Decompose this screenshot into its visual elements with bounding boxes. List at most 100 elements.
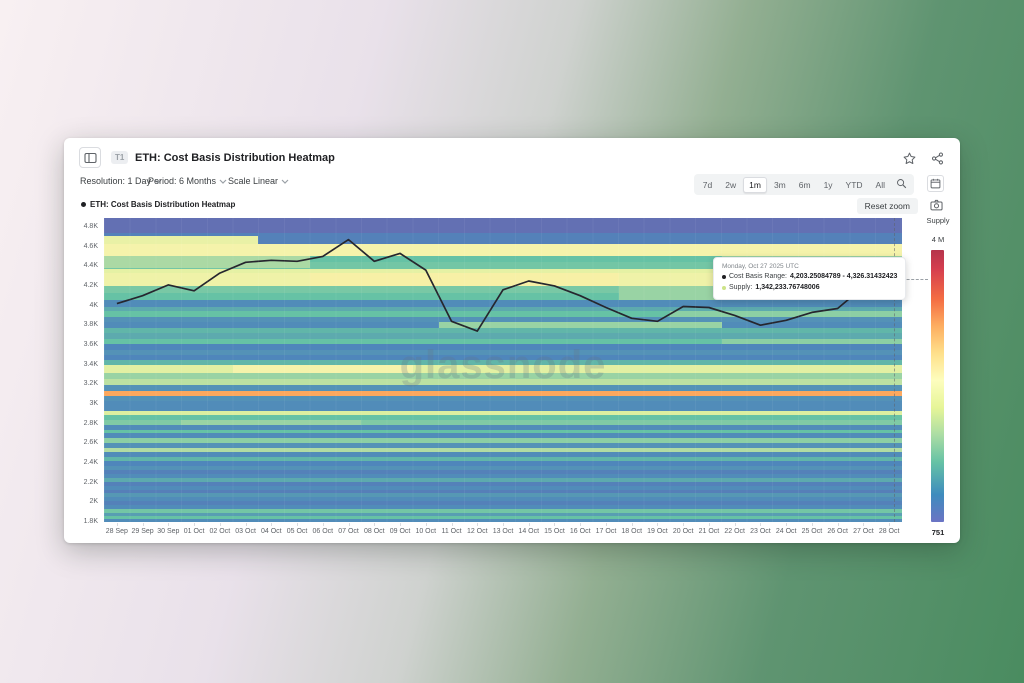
heatmap-row	[104, 405, 902, 411]
x-tick	[400, 523, 402, 526]
heatmap-row	[104, 343, 902, 350]
heatmap-row	[104, 349, 902, 355]
heatmap-row	[104, 419, 902, 425]
x-tick-label: 18 Oct	[621, 528, 643, 535]
x-tick	[837, 523, 839, 526]
y-tick-label: 2.4K	[83, 458, 98, 466]
heatmap-row	[104, 269, 902, 274]
y-tick-label: 1.8K	[83, 518, 98, 525]
range-button-1y[interactable]: 1y	[818, 177, 839, 193]
legend-dot-icon	[81, 202, 86, 207]
heatmap-row	[104, 509, 902, 514]
x-tick	[142, 523, 144, 526]
x-tick-label: 09 Oct	[389, 528, 411, 535]
heatmap-row	[104, 516, 902, 520]
x-axis: 28 Sep 29 Sep 30 Sep 01 Oct 02 Oct 03 Oct 04 O…	[104, 523, 902, 538]
heatmap-row	[104, 379, 902, 386]
legend-row: ETH: Cost Basis Distribution Heatmap Res…	[64, 198, 960, 214]
screenshot-button[interactable]	[929, 199, 943, 213]
range-button-all[interactable]: All	[870, 177, 891, 193]
hover-tooltip: Monday, Oct 27 2025 UTC Cost Basis Range…	[713, 257, 907, 300]
series-legend[interactable]: ETH: Cost Basis Distribution Heatmap	[81, 200, 235, 209]
zoom-select-button[interactable]	[892, 176, 911, 193]
heatmap-row	[104, 328, 902, 334]
heatmap-row	[104, 385, 902, 392]
favorite-button[interactable]	[900, 149, 918, 167]
share-icon	[931, 152, 943, 164]
heatmap-row	[104, 481, 902, 486]
heatmap-row	[104, 292, 902, 300]
range-button-6m[interactable]: 6m	[793, 177, 817, 193]
card-header: T1 ETH: Cost Basis Distribution Heatmap	[64, 138, 960, 172]
heatmap-row	[104, 497, 902, 502]
range-button-ytd[interactable]: YTD	[840, 177, 869, 193]
x-tick	[631, 523, 633, 526]
x-tick-label: 16 Oct	[569, 528, 591, 535]
x-tick	[503, 523, 504, 526]
heatmap-row	[104, 232, 902, 244]
y-tick-label: 3.4K	[83, 360, 98, 368]
heatmap-patch	[232, 364, 413, 374]
cost-basis-dot-icon	[722, 275, 726, 280]
heatmap-row	[104, 311, 902, 318]
range-button-3m[interactable]: 3m	[768, 177, 792, 193]
heatmap-row	[104, 256, 902, 263]
x-tick-label: 14 Oct	[518, 528, 540, 535]
chart-card: T1 ETH: Cost Basis Distribution Heatmap	[64, 138, 960, 543]
x-tick	[605, 523, 607, 526]
x-tick-label: 21 Oct	[698, 528, 720, 535]
x-tick	[863, 523, 865, 526]
range-button-7d[interactable]: 7d	[697, 177, 718, 193]
x-tick	[322, 523, 324, 526]
reset-zoom-button[interactable]: Reset zoom	[856, 198, 918, 214]
heatmap-row	[104, 429, 902, 434]
heatmap-row	[104, 448, 902, 453]
x-tick-label: 12 Oct	[466, 528, 488, 535]
period-dropdown[interactable]: Period: 6 Months	[148, 176, 227, 186]
heatmap-row	[104, 243, 902, 257]
legend-label: ETH: Cost Basis Distribution Heatmap	[90, 200, 236, 209]
range-button-2w[interactable]: 2w	[719, 177, 742, 193]
x-tick	[168, 523, 170, 526]
x-tick-label: 24 Oct	[775, 528, 797, 535]
x-tick	[194, 523, 196, 526]
chevron-down-icon	[154, 179, 162, 184]
heatmap-row	[104, 489, 902, 494]
sidebar-toggle-button[interactable]	[79, 147, 101, 168]
x-tick-label: 20 Oct	[672, 528, 694, 535]
heatmap-row	[104, 452, 902, 458]
calendar-button[interactable]	[927, 175, 944, 192]
range-button-1m[interactable]: 1m	[743, 176, 767, 193]
x-tick	[245, 523, 247, 526]
heatmap-row	[104, 218, 902, 233]
y-tick-label: 4K	[89, 301, 98, 309]
y-tick-label: 4.6K	[83, 242, 98, 250]
scale-dropdown[interactable]: Scale Linear	[228, 176, 289, 186]
heatmap-patch	[670, 311, 902, 318]
x-tick	[657, 523, 659, 526]
x-tick-label: 15 Oct	[544, 528, 565, 535]
camera-icon	[929, 199, 943, 211]
scale-label: Scale Linear	[228, 176, 279, 186]
x-tick-label: 02 Oct	[209, 528, 231, 535]
y-tick-label: 3.6K	[83, 340, 98, 348]
panel-toggle-icon	[83, 152, 97, 163]
x-tick-label: 06 Oct	[312, 528, 334, 535]
resolution-dropdown[interactable]: Resolution: 1 Day	[80, 176, 162, 186]
x-tick	[786, 523, 788, 526]
heatmap-plot-area[interactable]: glassnode	[104, 218, 902, 522]
y-tick-label: 2K	[89, 498, 98, 506]
heatmap-row	[104, 519, 902, 522]
heatmap-row	[104, 373, 902, 380]
supply-colorbar	[931, 250, 944, 522]
price-line	[116, 238, 890, 332]
x-tick-label: 10 Oct	[415, 528, 437, 535]
supply-dot-icon	[722, 286, 726, 291]
y-axis: 4.8K 4.6K 4.4K 4.2K 4K 3.8K 3.6K 3.4K 3.2K 3K 2.8K…	[64, 218, 101, 525]
x-tick-label: 01 Oct	[183, 528, 205, 535]
heatmap-row	[104, 485, 902, 490]
x-tick-label: 28 Sep	[105, 528, 128, 535]
x-tick	[297, 523, 299, 526]
share-button[interactable]	[928, 149, 946, 167]
x-tick-label: 25 Oct	[801, 528, 823, 535]
